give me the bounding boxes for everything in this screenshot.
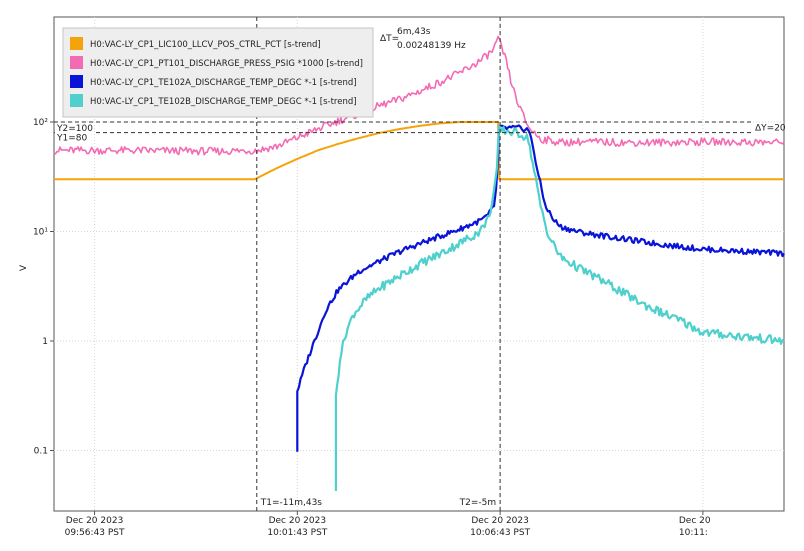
legend-swatch-2[interactable] [70,75,83,88]
cursor-t1-label: T1=-11m,43s [260,498,323,508]
series-line-2 [296,124,785,452]
series-line-3 [334,124,785,491]
y-axis-label: V [19,264,29,271]
legend-label-1[interactable]: H0:VAC-LY_CP1_PT101_DISCHARGE_PRESS_PSIG… [90,59,363,69]
x-tick-label-date-2: Dec 20 2023 [471,516,529,526]
series-line-1 [53,35,785,156]
y-tick-label-2: 10¹ [33,228,48,238]
legend-label-2[interactable]: H0:VAC-LY_CP1_TE102A_DISCHARGE_TEMP_DEGC… [90,78,357,88]
x-tick-label-date-0: Dec 20 2023 [66,516,124,526]
y-tick-label-0: 0.1 [34,447,48,457]
series-line-0 [54,121,784,181]
legend-label-3[interactable]: H0:VAC-LY_CP1_TE102B_DISCHARGE_TEMP_DEGC… [90,97,357,107]
series-layer [53,35,785,491]
delta-t-prefix: ΔT= [380,34,399,44]
x-tick-label-date-1: Dec 20 2023 [269,516,327,526]
x-tick-label-time-2: 10:06:43 PST [470,528,530,538]
legend-swatch-1[interactable] [70,56,83,69]
x-tick-label-time-3: 10:11: [679,528,708,538]
x-tick-label-time-1: 10:01:43 PST [267,528,327,538]
legend[interactable]: H0:VAC-LY_CP1_LIC100_LLCV_POS_CTRL_PCT [… [62,27,374,118]
delta-t-value: 6m,43s [397,27,431,37]
x-tick-label-date-3: Dec 20 [679,516,711,526]
legend-swatch-0[interactable] [70,37,83,50]
y-tick-label-3: 10² [33,118,48,128]
cursor-y1-label-bg [55,131,93,143]
delta-t-frequency: 0.00248139 Hz [397,41,466,51]
legend-swatch-3[interactable] [70,94,83,107]
legend-label-0[interactable]: H0:VAC-LY_CP1_LIC100_LLCV_POS_CTRL_PCT [… [90,40,321,50]
x-tick-label-time-0: 09:56:43 PST [65,528,125,538]
cursor-y1-label: Y1=80 [56,134,87,144]
cursor-t2-label: T2=-5m [459,498,497,508]
delta-y-label: ΔY=20 [755,123,786,133]
axis-layer: 0.1 1 10¹ 10² Dec 20 2023 09:56:43 PST Dec 20 … [33,118,711,538]
cursor-y2-label: Y2=100 [56,124,93,134]
legend-box [62,27,374,118]
y-tick-label-1: 1 [42,337,48,347]
